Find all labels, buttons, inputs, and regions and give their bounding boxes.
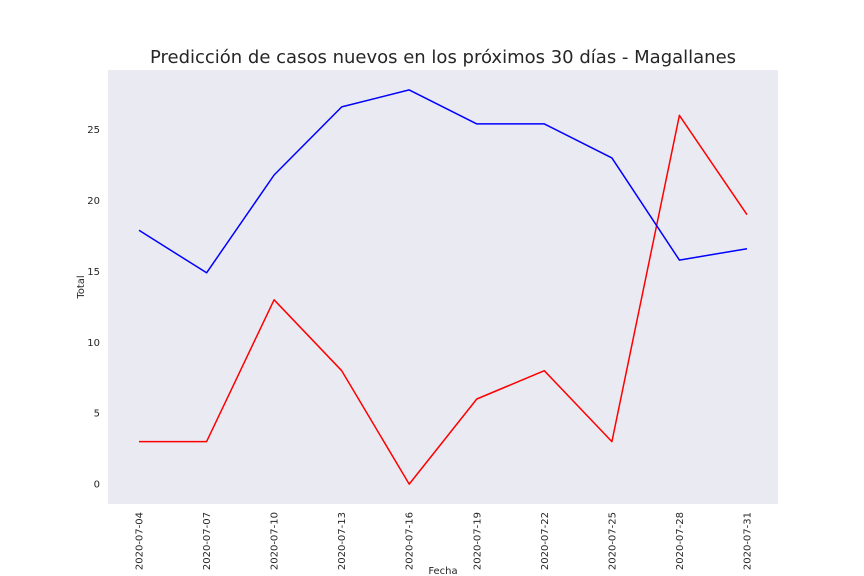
x-tick-label: 2020-07-25 — [607, 512, 618, 570]
plot-area — [108, 70, 778, 504]
y-tick-label: 25 — [87, 125, 100, 136]
y-tick-label: 0 — [94, 480, 100, 491]
series-line-1 — [139, 114, 748, 485]
y-tick-label: 10 — [87, 338, 100, 349]
series-line-2 — [138, 89, 748, 274]
series-lines — [138, 89, 748, 485]
x-tick-label: 2020-07-28 — [675, 512, 686, 570]
y-tick-label: 5 — [94, 409, 100, 420]
x-tick-label: 2020-07-31 — [743, 512, 754, 570]
x-tick-label: 2020-07-07 — [202, 512, 213, 570]
x-tick-label: 2020-07-16 — [405, 512, 416, 570]
x-tick-label: 2020-07-19 — [472, 512, 483, 570]
x-tick-label: 2020-07-13 — [337, 512, 348, 570]
y-axis-label: Total — [76, 275, 87, 299]
x-axis-label: Fecha — [428, 566, 457, 576]
y-tick-label: 15 — [87, 267, 100, 278]
x-tick-label: 2020-07-04 — [135, 512, 146, 570]
x-tick-label: 2020-07-22 — [540, 512, 551, 570]
x-tick-label: 2020-07-10 — [270, 512, 281, 570]
chart-title: Predicción de casos nuevos en los próxim… — [150, 47, 736, 68]
y-axis-ticks: 0 5 10 15 20 25 — [87, 125, 100, 491]
x-axis-ticks: 2020-07-04 2020-07-07 2020-07-10 2020-07-13… — [135, 512, 754, 570]
y-tick-label: 20 — [87, 196, 100, 207]
